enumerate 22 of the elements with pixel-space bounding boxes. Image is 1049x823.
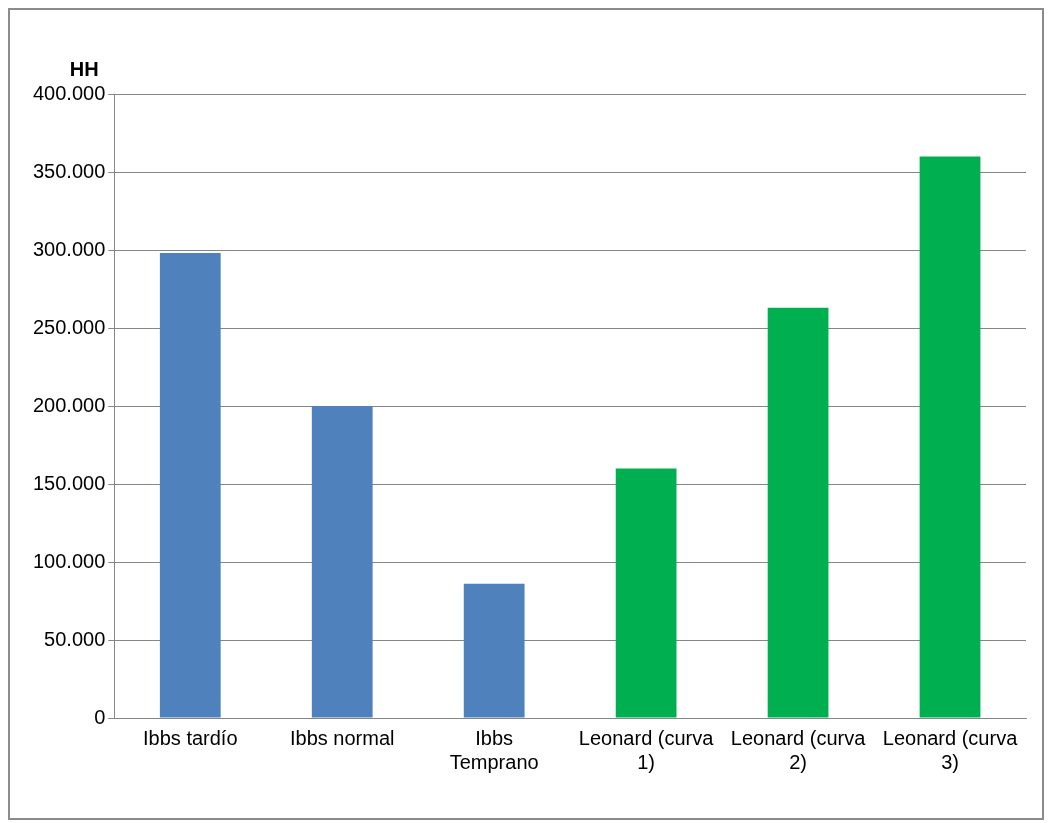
y-tick-label: 250.000 xyxy=(33,315,106,338)
bar xyxy=(767,307,829,718)
bar xyxy=(919,156,981,718)
x-tick-label: Leonard (curva 3) xyxy=(882,726,1019,773)
bar xyxy=(159,253,221,718)
bar xyxy=(311,406,373,718)
bar xyxy=(615,468,677,718)
y-tick-label: 100.000 xyxy=(33,549,106,572)
x-tick-label: Ibbs tardío xyxy=(143,726,238,749)
y-tick-label: 350.000 xyxy=(33,159,106,182)
y-tick-label: 200.000 xyxy=(33,393,106,416)
y-tick-label: 400.000 xyxy=(33,81,106,104)
y-tick-label: 300.000 xyxy=(33,237,106,260)
x-tick-label: Ibbs Temprano xyxy=(449,726,539,773)
x-tick-label: Ibbs normal xyxy=(289,726,395,749)
y-axis-title: HH xyxy=(69,57,99,80)
x-tick-label: Leonard (curva 2) xyxy=(730,726,867,773)
y-tick-label: 50.000 xyxy=(44,627,106,650)
y-tick-label: 0 xyxy=(94,705,106,728)
x-tick-label: Leonard (curva 1) xyxy=(578,726,715,773)
y-tick-label: 150.000 xyxy=(33,471,106,494)
bar xyxy=(463,583,525,718)
